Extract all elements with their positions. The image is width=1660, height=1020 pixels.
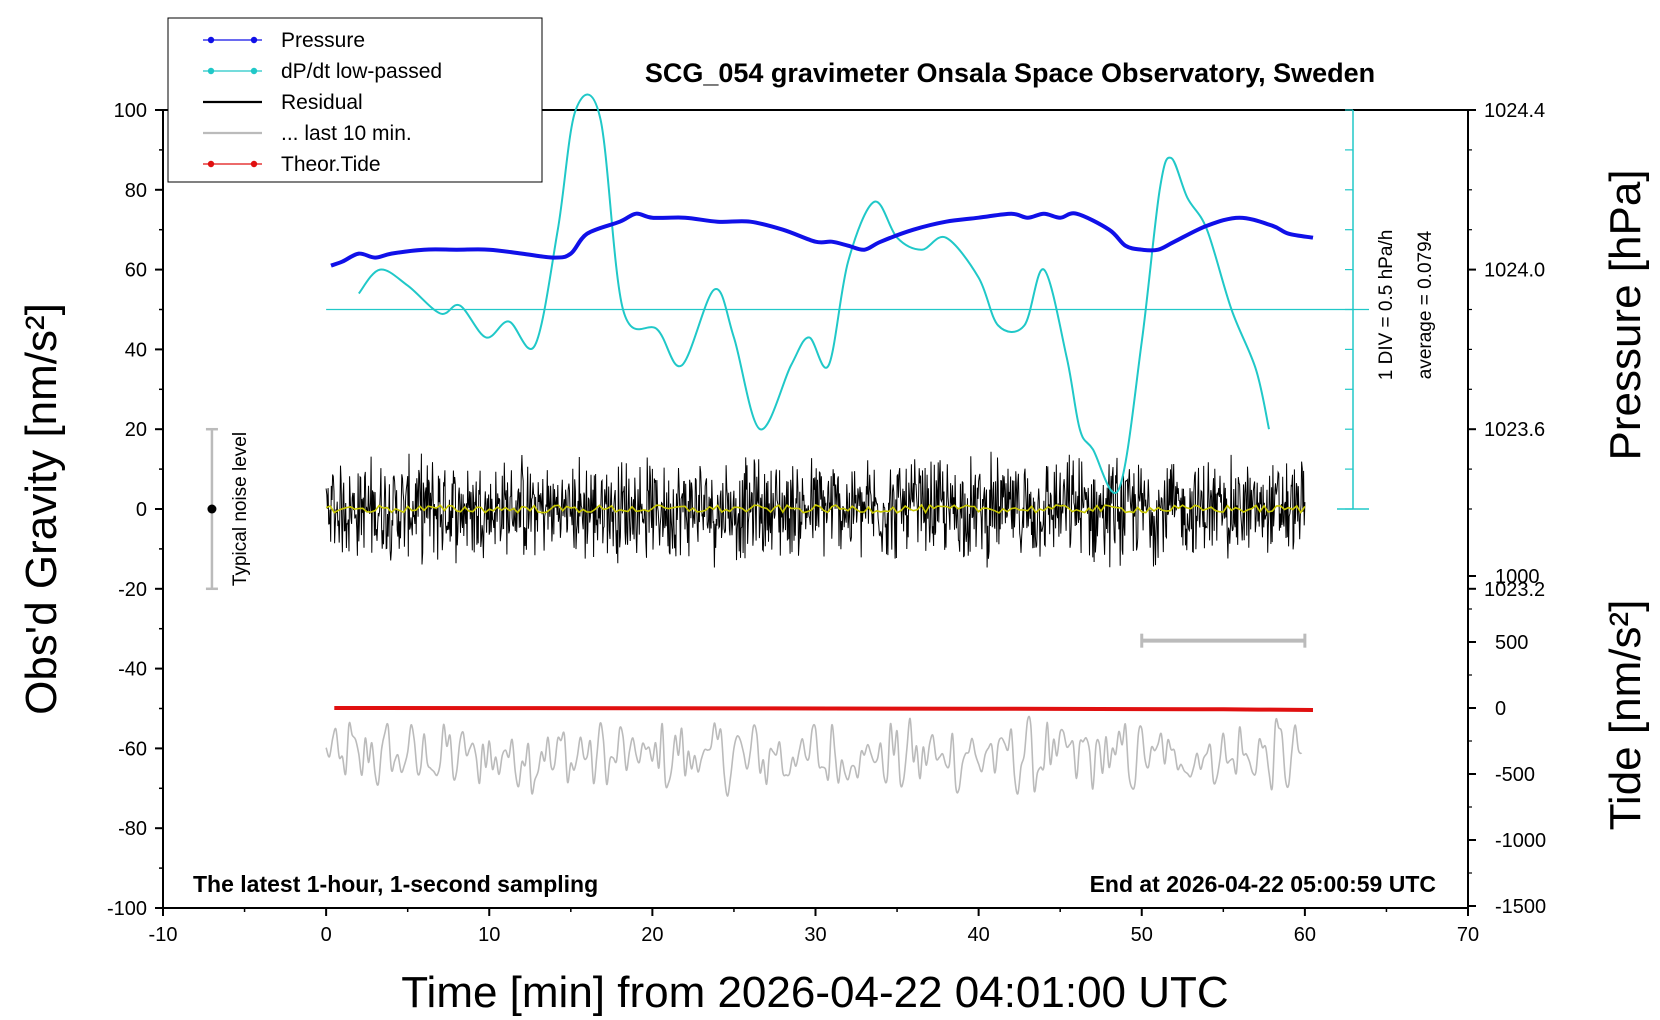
legend-label: Pressure — [281, 29, 365, 52]
legend-label: ... last 10 min. — [281, 122, 412, 145]
y-tick-label: 100 — [114, 100, 147, 122]
dpdt-line — [358, 93, 1270, 494]
y-tick-label: -100 — [107, 898, 147, 920]
y-axis-title-tide: Tide [nm/s²] — [1601, 600, 1650, 831]
y-tick-label: 20 — [125, 419, 147, 441]
x-tick-label: 0 — [321, 924, 332, 946]
y-tick-label: -40 — [118, 659, 147, 681]
legend-label: Theor.Tide — [281, 153, 381, 176]
legend-box — [167, 17, 543, 183]
legend-marker — [250, 36, 258, 44]
tide-tick-label: -1000 — [1495, 830, 1546, 852]
x-tick-label: -10 — [149, 924, 178, 946]
tide-tick-label: -500 — [1495, 764, 1535, 786]
pressure-line — [330, 211, 1314, 268]
dpdt-average-note: average = 0.0794 — [1415, 230, 1436, 379]
tide-tick-label: 500 — [1495, 632, 1528, 654]
end-time-note: End at 2026-04-22 05:00:59 UTC — [1090, 871, 1436, 897]
y-tick-label: 80 — [125, 180, 147, 202]
pressure-tick-label: 1023.2 — [1484, 579, 1545, 601]
x-tick-label: 50 — [1131, 924, 1153, 946]
y-tick-label: -60 — [118, 738, 147, 760]
x-tick-label: 10 — [478, 924, 500, 946]
legend-marker — [250, 160, 258, 168]
y-axis-title-pressure: Pressure [hPa] — [1601, 169, 1650, 460]
pressure-tick-label: 1023.6 — [1484, 419, 1545, 441]
y-tick-label: -20 — [118, 579, 147, 601]
y-tick-label: -80 — [118, 818, 147, 840]
legend-marker — [250, 67, 258, 75]
dpdt-scale-note: 1 DIV = 0.5 hPa/h — [1376, 230, 1397, 381]
x-axis-title: Time [min] from 2026-04-22 04:01:00 UTC — [401, 968, 1228, 1017]
series-layer — [205, 93, 1369, 797]
tide-tick-label: 1000 — [1495, 566, 1540, 588]
x-tick-label: 20 — [641, 924, 663, 946]
legend-label: dP/dt low-passed — [281, 60, 442, 83]
legend: Pressure dP/dt low-passed Residual ... last… — [167, 17, 543, 183]
last-10-min-line — [325, 715, 1303, 797]
tide-tick-label: -1500 — [1495, 896, 1546, 918]
noise-level-note: Typical noise level — [230, 432, 251, 586]
x-tick-label: 70 — [1457, 924, 1479, 946]
pressure-tick-label: 1024.4 — [1484, 100, 1545, 122]
y-tick-label: 40 — [125, 339, 147, 361]
x-tick-label: 40 — [968, 924, 990, 946]
sampling-note: The latest 1-hour, 1-second sampling — [193, 871, 598, 897]
residual-mean-line — [325, 503, 1306, 515]
y-axis-title-left: Obs'd Gravity [nm/s²] — [17, 303, 66, 715]
y-tick-label: 0 — [136, 499, 147, 521]
x-tick-label: 30 — [804, 924, 826, 946]
legend-label: Residual — [281, 91, 363, 114]
legend-marker — [207, 160, 215, 168]
y-tick-label: 60 — [125, 260, 147, 282]
x-tick-label: 60 — [1294, 924, 1316, 946]
legend-marker — [207, 67, 215, 75]
chart-title: SCG_054 gravimeter Onsala Space Observat… — [645, 58, 1375, 88]
residual-line — [325, 451, 1306, 568]
legend-marker — [207, 36, 215, 44]
tide-tick-label: 0 — [1495, 698, 1506, 720]
tick-layer: -10 0 10 20 30 40 50 60 70-100-80-60-40-20020406… — [107, 100, 1546, 946]
noise-level-dot — [207, 504, 217, 514]
legend-entries: Pressure dP/dt low-passed Residual ... last… — [203, 29, 442, 176]
pressure-tick-label: 1024.0 — [1484, 260, 1545, 282]
theor-tide-line — [334, 706, 1314, 712]
